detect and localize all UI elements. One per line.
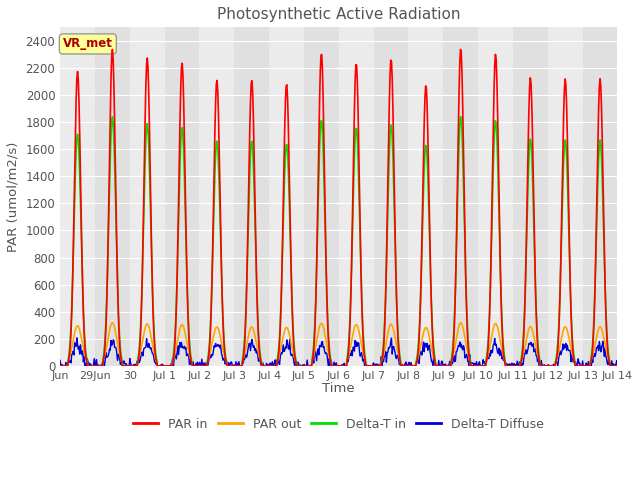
Bar [582, 27, 618, 366]
Bar [304, 27, 339, 366]
Y-axis label: PAR (umol/m2/s): PAR (umol/m2/s) [7, 142, 20, 252]
Bar [374, 27, 408, 366]
Bar [269, 27, 304, 366]
Bar [95, 27, 130, 366]
Bar [60, 27, 95, 366]
Bar [478, 27, 513, 366]
Bar [234, 27, 269, 366]
Bar [408, 27, 444, 366]
Text: VR_met: VR_met [63, 37, 113, 50]
Bar [444, 27, 478, 366]
Bar [513, 27, 548, 366]
Bar [164, 27, 200, 366]
Bar [339, 27, 374, 366]
Title: Photosynthetic Active Radiation: Photosynthetic Active Radiation [217, 7, 461, 22]
Bar [548, 27, 582, 366]
Legend: PAR in, PAR out, Delta-T in, Delta-T Diffuse: PAR in, PAR out, Delta-T in, Delta-T Dif… [129, 413, 549, 436]
Bar [200, 27, 234, 366]
X-axis label: Time: Time [323, 382, 355, 395]
Bar [130, 27, 164, 366]
